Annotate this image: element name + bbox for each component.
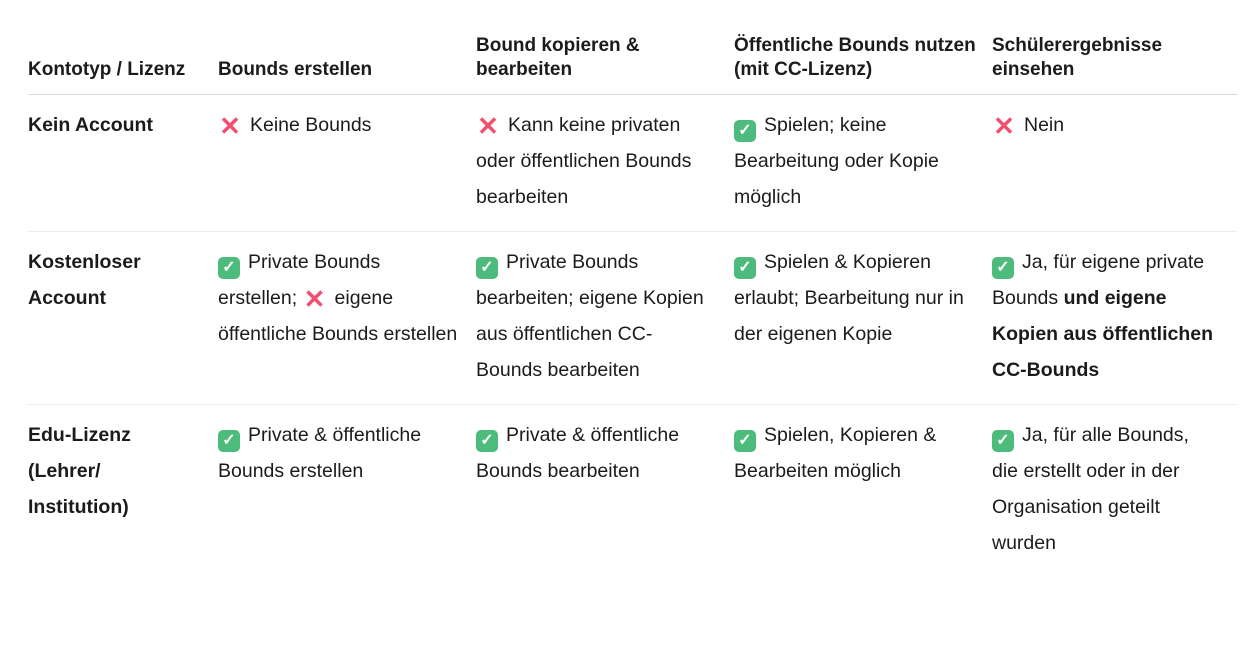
license-comparison-table: Kontotyp / Lizenz Bounds erstellen Bound k… [28, 0, 1237, 577]
cell-text: Spielen, Kopieren & Bearbeiten möglich [734, 424, 937, 482]
column-header: Öffentliche Bounds nutzen (mit CC-Lizenz… [734, 0, 992, 95]
cell-text: Kann keine privaten oder öffentlichen Bo… [476, 114, 692, 208]
column-header: Bound kopieren & bearbeiten [476, 0, 734, 95]
row-label: Kostenloser Account [28, 231, 218, 405]
table-row: Edu-Lizenz (Lehrer/ Institution) ✓ Private… [28, 405, 1237, 578]
cell-text: Private & öffentliche Bounds erstellen [218, 424, 422, 482]
table-cell: ✓ Private & öffentliche Bounds erstellen [218, 405, 476, 578]
cross-mark-icon: ✕ [477, 111, 499, 141]
table-cell: ✓ Ja, für alle Bounds, die erstellt oder … [992, 405, 1237, 578]
table-cell: ✓ Ja, für eigene private Bounds und eigen… [992, 231, 1237, 405]
column-header: Schülerergebnisse einsehen [992, 0, 1237, 95]
row-label: Edu-Lizenz (Lehrer/ Institution) [28, 424, 131, 518]
table-row: Kein Account ✕ Keine Bounds ✕ Kann keine pri… [28, 94, 1237, 232]
check-mark-icon: ✓ [734, 120, 756, 142]
cross-mark-icon: ✕ [219, 111, 241, 141]
cell-text: Ja, für alle Bounds, die erstellt oder i… [992, 424, 1189, 554]
row-label: Kein Account [28, 94, 218, 232]
table-row: Kostenloser Account ✓ Private Bounds erste… [28, 231, 1237, 405]
cross-mark-icon: ✕ [993, 111, 1015, 141]
cell-text: Ja, für eigene private Bounds [992, 251, 1205, 309]
column-header: Kontotyp / Lizenz [28, 0, 218, 95]
table-cell: ✓ Spielen; keine Bearbeitung oder Kopie m… [734, 94, 992, 232]
cell-text: Spielen & Kopieren erlaubt; Bearbeitung … [734, 251, 964, 345]
cross-mark-icon: ✕ [303, 284, 326, 314]
table-cell: ✓ Spielen, Kopieren & Bearbeiten möglich [734, 405, 992, 578]
check-mark-icon: ✓ [218, 257, 240, 279]
table-cell: ✓ Spielen & Kopieren erlaubt; Bearbeitung… [734, 231, 992, 405]
table-cell: ✓ Private Bounds erstellen; ✕ eigene öffen… [218, 231, 476, 405]
cell-text: Private & öffentliche Bounds bearbeiten [476, 424, 680, 482]
check-mark-icon: ✓ [218, 430, 240, 452]
cell-text: Private Bounds bearbeiten; eigene Kopien… [476, 251, 704, 381]
check-mark-icon: ✓ [992, 257, 1014, 279]
table-cell: ✓ Private Bounds bearbeiten; eigene Kopie… [476, 231, 734, 405]
table-cell: ✕ Keine Bounds [218, 94, 476, 232]
check-mark-icon: ✓ [476, 257, 498, 279]
table-cell: ✕ Nein [992, 94, 1237, 232]
table-cell: ✕ Kann keine privaten oder öffentlichen B… [476, 94, 734, 232]
check-mark-icon: ✓ [734, 257, 756, 279]
cell-text: eigene öffentliche Bounds erstellen [218, 287, 458, 345]
column-header: Bounds erstellen [218, 0, 476, 95]
cell-text: Nein [1024, 114, 1065, 136]
cell-text: Spielen; keine Bearbeitung oder Kopie mö… [734, 114, 939, 208]
check-mark-icon: ✓ [476, 430, 498, 452]
cell-text: Keine Bounds [250, 114, 372, 136]
table-cell: ✓ Private & öffentliche Bounds bearbeiten [476, 405, 734, 578]
header-row: Kontotyp / Lizenz Bounds erstellen Bound k… [28, 0, 1237, 95]
check-mark-icon: ✓ [992, 430, 1014, 452]
check-mark-icon: ✓ [734, 430, 756, 452]
cell-text: Private Bounds erstellen; [218, 251, 381, 309]
cell-text: und eigene Kopien aus öffentlichen CC-Bo… [992, 287, 1214, 381]
